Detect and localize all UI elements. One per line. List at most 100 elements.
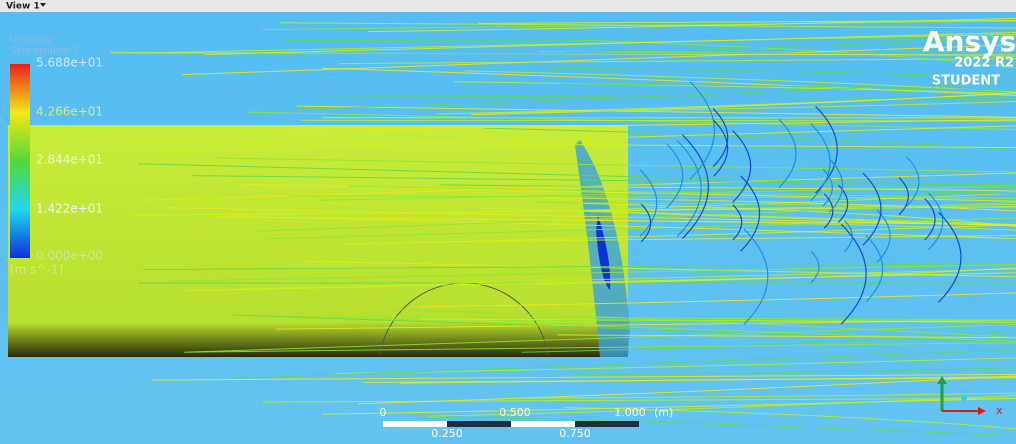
streamline bbox=[483, 127, 1016, 151]
vortex-line bbox=[639, 169, 658, 237]
vortex-line bbox=[822, 168, 833, 207]
streamline bbox=[478, 19, 1016, 24]
brand-edition: STUDENT bbox=[932, 74, 1000, 89]
streamline bbox=[469, 100, 1016, 114]
wake-core bbox=[596, 215, 611, 290]
legend-subtitle: Streamline 1 bbox=[10, 44, 80, 57]
vortex-line bbox=[828, 158, 844, 213]
tab-bar bbox=[0, 0, 1016, 12]
streamline bbox=[113, 125, 1016, 153]
streamline bbox=[328, 316, 1016, 321]
streamline bbox=[322, 397, 1016, 415]
streamline bbox=[339, 57, 1016, 65]
vortex-line bbox=[938, 211, 962, 303]
streamline bbox=[563, 406, 1016, 430]
brand-name: Ansys bbox=[923, 25, 1016, 58]
streamline bbox=[215, 157, 1016, 173]
triad-x-label: x bbox=[996, 404, 1003, 417]
vortex-line bbox=[844, 220, 853, 253]
tab-dropdown[interactable] bbox=[40, 3, 46, 7]
streamline bbox=[399, 376, 1016, 384]
streamline bbox=[143, 263, 1016, 271]
scale-bar: 0 0.500 1.000 (m) 0.250 0.750 bbox=[380, 406, 674, 440]
streamline bbox=[547, 186, 1016, 192]
streamline bbox=[205, 31, 1016, 55]
streamline bbox=[417, 415, 1016, 437]
scale-label: 0 bbox=[380, 406, 387, 419]
streamline bbox=[419, 292, 1016, 308]
streamline bbox=[152, 373, 1016, 381]
vortex-line bbox=[732, 204, 743, 241]
streamline bbox=[464, 70, 1016, 93]
vortex-line bbox=[823, 193, 834, 229]
streamline bbox=[138, 163, 1016, 188]
scale-label: 0.250 bbox=[431, 427, 463, 440]
streamlines bbox=[110, 17, 1016, 437]
scale-unit: (m) bbox=[654, 406, 673, 419]
streamline bbox=[184, 272, 1016, 292]
vortex-line bbox=[713, 119, 729, 177]
streamline bbox=[181, 52, 1016, 55]
color-bar bbox=[10, 64, 30, 258]
legend-tick: 4.266e+01 bbox=[36, 105, 103, 119]
scale-label: 0.750 bbox=[559, 427, 591, 440]
vortex-line bbox=[682, 134, 709, 239]
streamline bbox=[429, 394, 1016, 417]
vortex-line bbox=[865, 235, 884, 303]
streamline bbox=[167, 264, 1016, 282]
streamline bbox=[248, 111, 1016, 131]
streamline bbox=[368, 17, 1016, 33]
streamline bbox=[134, 33, 1016, 54]
vortex-line bbox=[689, 81, 716, 180]
streamline bbox=[573, 367, 1016, 376]
streamline bbox=[162, 207, 1016, 226]
vortex-line bbox=[837, 184, 849, 223]
streamline bbox=[191, 175, 1016, 186]
streamline bbox=[132, 206, 1016, 216]
streamline bbox=[453, 81, 1016, 95]
streamline bbox=[284, 38, 1016, 42]
streamline bbox=[262, 397, 1016, 403]
streamline bbox=[276, 119, 1016, 131]
vortex-line bbox=[676, 140, 702, 238]
scale-segment bbox=[511, 421, 575, 427]
brand-version: 2022 R2 bbox=[954, 56, 1014, 71]
legend-tick: 2.844e+01 bbox=[36, 153, 103, 167]
vortex-line bbox=[840, 223, 867, 325]
streamline bbox=[319, 217, 1016, 240]
vortex-line bbox=[928, 192, 944, 251]
vortex-line bbox=[740, 175, 761, 252]
streamline bbox=[357, 375, 1016, 405]
streamline bbox=[279, 22, 1016, 29]
legend-title: Velocity bbox=[10, 33, 54, 46]
scale-label: 0.500 bbox=[499, 406, 531, 419]
streamline bbox=[257, 201, 1016, 232]
streamline bbox=[583, 202, 1016, 228]
legend-tick: 0.000e+00 bbox=[36, 249, 103, 263]
streamline bbox=[560, 83, 1016, 92]
streamline bbox=[394, 309, 1016, 338]
streamline bbox=[440, 184, 1016, 195]
legend-tick: 1.422e+01 bbox=[36, 202, 103, 216]
vortex-line bbox=[666, 143, 684, 209]
streamline bbox=[301, 119, 1016, 122]
streamline bbox=[501, 392, 1016, 399]
legend-units: [m s^-1] bbox=[10, 263, 63, 277]
streamline bbox=[114, 141, 1016, 149]
streamline bbox=[261, 20, 1016, 31]
streamline bbox=[288, 195, 1016, 199]
vortex-line bbox=[810, 250, 820, 284]
scale-segment bbox=[383, 421, 447, 427]
vortex-line bbox=[906, 156, 920, 208]
streamline bbox=[189, 342, 1016, 353]
view-tab[interactable]: View 1 bbox=[6, 2, 40, 12]
vortex-line bbox=[732, 130, 752, 203]
streamline bbox=[549, 67, 1016, 79]
scale-segment bbox=[447, 421, 511, 427]
streamline bbox=[137, 195, 1016, 225]
streamline bbox=[214, 216, 1016, 226]
scale-label: 1.000 bbox=[614, 406, 646, 419]
streamline bbox=[541, 197, 1016, 212]
